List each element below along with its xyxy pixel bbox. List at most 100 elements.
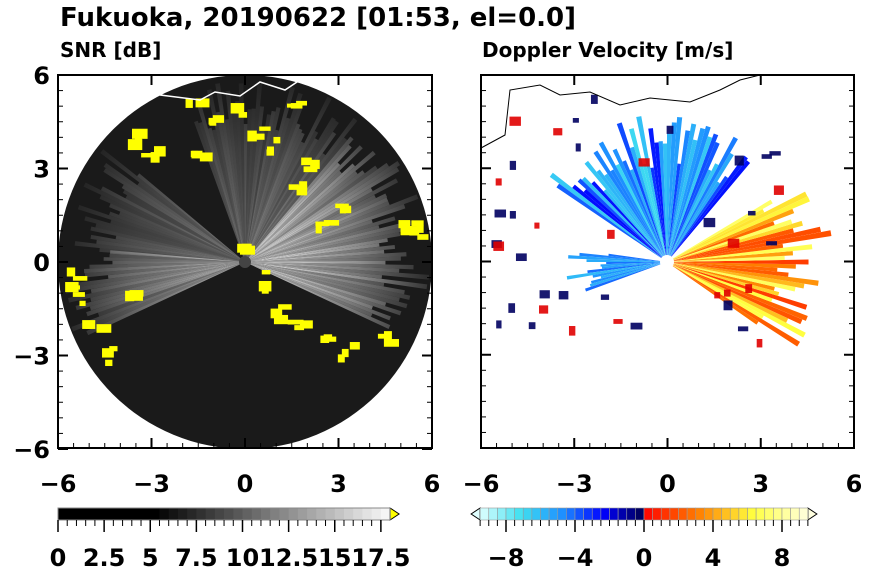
doppler-edge-echo bbox=[747, 210, 756, 216]
colorbar-bin bbox=[686, 507, 697, 521]
doppler-beam-approaching bbox=[668, 125, 711, 257]
doppler-beam-approaching bbox=[670, 155, 748, 258]
colorbar-bin bbox=[626, 507, 636, 521]
snr-over-range-echo bbox=[299, 320, 313, 329]
snr-beam bbox=[96, 239, 242, 262]
doppler-edge-echo bbox=[714, 292, 721, 299]
colorbar-bin bbox=[251, 508, 262, 520]
colorbar-bin bbox=[764, 507, 774, 521]
x-tick-label: −6 bbox=[463, 470, 500, 498]
colorbar-bin bbox=[790, 507, 800, 521]
snr-beam bbox=[248, 263, 402, 316]
doppler-beam-approaching bbox=[669, 141, 720, 257]
doppler-beam-approaching bbox=[556, 183, 663, 259]
snr-over-range-echo bbox=[131, 128, 148, 139]
snr-beam bbox=[248, 216, 396, 261]
snr-beam bbox=[100, 149, 242, 260]
snr-over-range-echo bbox=[288, 184, 299, 190]
colorbar-bin bbox=[325, 508, 336, 520]
doppler-beam-approaching bbox=[600, 263, 662, 279]
doppler-edge-echo bbox=[539, 305, 549, 314]
snr-beam bbox=[238, 83, 245, 259]
snr-beam bbox=[248, 219, 373, 261]
snr-beam bbox=[97, 263, 242, 317]
colorbar-bin bbox=[150, 508, 160, 520]
colorbar-bin bbox=[168, 508, 179, 520]
colorbar-bin bbox=[279, 508, 290, 520]
snr-over-range-echo bbox=[237, 243, 251, 253]
snr-over-range-echo bbox=[349, 342, 360, 350]
doppler-edge-echo bbox=[613, 319, 623, 324]
snr-beam bbox=[247, 144, 352, 260]
snr-beam bbox=[89, 262, 242, 269]
colorbar-bin bbox=[747, 507, 757, 521]
doppler-edge-echo bbox=[769, 151, 781, 156]
snr-over-range-echo bbox=[270, 308, 283, 319]
y-tick-label: 3 bbox=[33, 156, 50, 184]
colorbar-bin bbox=[288, 508, 299, 520]
snr-beam bbox=[112, 260, 242, 265]
colorbar-bin bbox=[497, 507, 507, 521]
doppler-beam-approaching bbox=[667, 130, 691, 257]
snr-beam bbox=[245, 129, 279, 259]
doppler-edge-echo bbox=[515, 253, 527, 262]
snr-over-range-echo bbox=[247, 130, 257, 142]
snr-beam bbox=[95, 223, 242, 262]
doppler-edge-echo bbox=[494, 209, 507, 218]
doppler-beam-approaching bbox=[669, 163, 719, 257]
snr-panel: −6 −3 0 3 6 6 3 0 −3 −6 bbox=[13, 62, 440, 498]
snr-beam bbox=[248, 165, 378, 260]
colorbar-bin bbox=[773, 507, 783, 521]
snr-beam bbox=[248, 262, 428, 290]
snr-beam bbox=[247, 162, 341, 260]
snr-beam bbox=[77, 204, 242, 261]
snr-beam bbox=[71, 263, 242, 332]
colorbar-bin bbox=[67, 508, 77, 520]
colorbar-tick-label: 10 bbox=[226, 544, 259, 570]
colorbar-bin bbox=[334, 508, 345, 520]
doppler-edge-echo bbox=[539, 290, 550, 299]
snr-beam bbox=[110, 219, 242, 261]
snr-beam bbox=[248, 204, 406, 261]
doppler-edge-echo bbox=[495, 178, 502, 186]
doppler-beam-approaching bbox=[610, 169, 664, 257]
doppler-beam-receding bbox=[672, 262, 819, 286]
snr-beam bbox=[83, 262, 242, 274]
doppler-beam-receding bbox=[672, 262, 805, 289]
snr-beam bbox=[248, 262, 400, 302]
colorbar-bin bbox=[224, 508, 234, 520]
doppler-edge-echo bbox=[600, 294, 610, 300]
snr-beam bbox=[119, 211, 242, 261]
doppler-beam-receding bbox=[672, 263, 775, 291]
doppler-edge-echo bbox=[575, 143, 581, 152]
colorbar-bin bbox=[660, 507, 671, 521]
snr-beam bbox=[115, 235, 242, 262]
snr-beam bbox=[86, 263, 242, 336]
colorbar-bin bbox=[316, 508, 327, 520]
doppler-beam-receding bbox=[672, 243, 784, 262]
doppler-beam-approaching bbox=[549, 172, 663, 259]
snr-data bbox=[58, 75, 432, 448]
snr-beam bbox=[248, 260, 386, 265]
doppler-beam-receding bbox=[672, 199, 773, 260]
snr-over-range-echo bbox=[266, 146, 274, 154]
colorbar-bin bbox=[505, 507, 515, 521]
x-tick-label: 3 bbox=[330, 470, 347, 498]
snr-beam bbox=[246, 92, 303, 259]
colorbar-tick-label: 17.5 bbox=[351, 544, 410, 570]
snr-beam bbox=[90, 226, 242, 262]
doppler-beam-receding bbox=[672, 262, 778, 272]
doppler-beam-approaching bbox=[642, 163, 666, 257]
doppler-beam-approaching bbox=[667, 163, 681, 257]
doppler-beam-approaching bbox=[648, 128, 667, 257]
colorbar-bin bbox=[196, 508, 207, 520]
snr-over-range-echo bbox=[310, 159, 320, 169]
doppler-beam-approaching bbox=[592, 263, 662, 278]
colorbar-bin bbox=[380, 508, 391, 520]
doppler-beam-receding bbox=[672, 263, 808, 310]
snr-beam bbox=[248, 263, 373, 310]
snr-over-range-echo bbox=[73, 285, 81, 290]
snr-beam bbox=[245, 81, 263, 259]
